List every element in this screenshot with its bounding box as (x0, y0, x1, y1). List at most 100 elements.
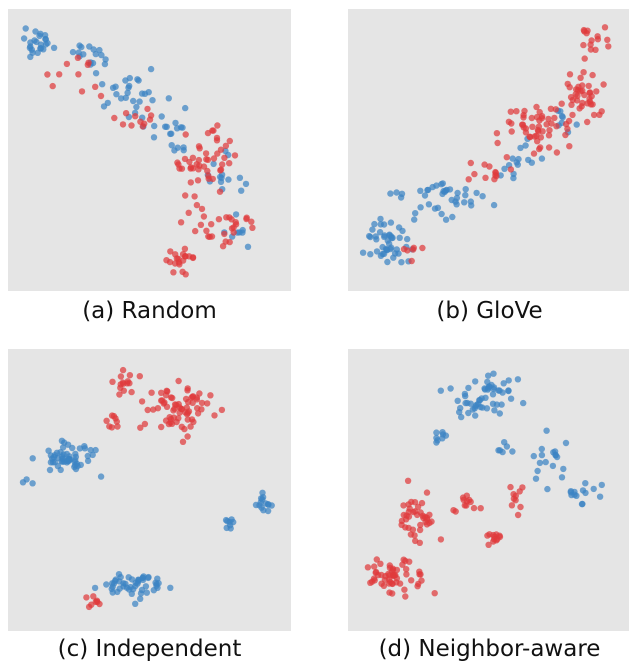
scatter-point (210, 155, 218, 162)
scatter-point (119, 121, 127, 128)
scatter-point (191, 193, 198, 200)
scatter-point (29, 480, 36, 487)
scatter-point (45, 447, 52, 454)
scatter-point (505, 377, 512, 384)
scatter-point (409, 526, 417, 533)
scatter-point (408, 257, 415, 265)
scatter-point (467, 498, 474, 506)
scatter-point (439, 180, 446, 187)
scatter-point (84, 452, 92, 460)
scatter-point (96, 46, 103, 54)
scatter-point (126, 82, 133, 90)
scatter-point (376, 229, 384, 236)
scatter-point (57, 449, 64, 456)
scatter-point (496, 410, 503, 417)
scatter-point (175, 255, 182, 262)
caption-independent: (c) Independent (57, 636, 242, 662)
scatter-point (472, 378, 479, 385)
scatter-point (205, 233, 212, 240)
scatter-point (69, 48, 77, 56)
scatter-point (158, 389, 165, 396)
scatter-point (159, 397, 166, 404)
scatter-point (137, 595, 144, 602)
scatter-point (508, 502, 516, 509)
scatter-point (127, 583, 134, 591)
scatter-point (109, 583, 116, 590)
scatter-point (536, 108, 543, 116)
scatter-point (74, 54, 82, 61)
scatter-point (406, 558, 413, 565)
scatter-point (177, 219, 185, 226)
scatter-point (534, 138, 541, 145)
scatter-point (579, 82, 586, 89)
scatter-point (449, 213, 456, 221)
scatter-point (407, 531, 415, 538)
scatter-point (230, 224, 237, 231)
scatter-point (364, 564, 372, 571)
scatter-point (22, 25, 29, 32)
scatter-point (216, 173, 224, 181)
scatter-point (84, 61, 92, 68)
scatter-point (530, 150, 538, 157)
scatter-point (377, 560, 384, 567)
scatter-point (190, 418, 197, 426)
scatter-point (503, 154, 510, 161)
caption-glove: (b) GloVe (436, 298, 543, 324)
scatter-point (447, 385, 454, 392)
scatter-point (103, 581, 110, 588)
scatter-point (175, 377, 182, 385)
scatter-point (221, 154, 228, 161)
scatter-point (122, 110, 130, 117)
scatter-point (562, 131, 569, 139)
scatter-point (166, 258, 174, 266)
scatter-point (147, 65, 155, 73)
scatter-point (178, 165, 186, 172)
scatter-point (507, 483, 514, 491)
scatter-point (75, 71, 82, 78)
scatter-point (97, 92, 105, 100)
scatter-point (80, 51, 87, 58)
scatter-point (101, 60, 109, 68)
scatter-point (585, 82, 592, 90)
scatter-point (533, 103, 540, 111)
scatter-point (479, 404, 486, 411)
scatter-point (32, 28, 39, 35)
scatter-point (553, 149, 561, 156)
scatter-point (193, 201, 201, 209)
scatter-point (519, 121, 526, 128)
scatter-point (144, 406, 151, 414)
scatter-point (582, 480, 589, 487)
scatter-point (81, 445, 89, 452)
scatter-point (133, 103, 140, 111)
scatter-point (111, 577, 119, 585)
scatter-point (446, 186, 454, 193)
scatter-point (196, 162, 203, 169)
scatter-point (505, 118, 513, 126)
scatter-point (461, 199, 468, 206)
scatter-point (404, 477, 412, 484)
scatter-point (103, 417, 110, 424)
scatter-point (171, 260, 179, 267)
scatter-point (572, 91, 579, 98)
scatter-point (248, 218, 255, 225)
scatter-point (461, 502, 468, 509)
scatter-point (138, 398, 146, 405)
scatter-point (194, 177, 202, 184)
scatter-plot-independent (19, 366, 275, 611)
scatter-point (377, 252, 385, 259)
scatter-point (538, 451, 546, 459)
scatter-point (182, 192, 189, 199)
scatter-point (167, 130, 174, 138)
scatter-point (146, 116, 154, 123)
scatter-point (481, 161, 488, 168)
scatter-point (249, 224, 256, 231)
scatter-point (222, 142, 230, 149)
scatter-point (527, 133, 534, 141)
scatter-point (180, 144, 187, 151)
scatter-point (371, 563, 378, 570)
scatter-point (501, 165, 508, 172)
scatter-point (19, 479, 27, 486)
scatter-point (544, 485, 551, 493)
scatter-point (29, 455, 36, 462)
scatter-point (386, 580, 393, 587)
